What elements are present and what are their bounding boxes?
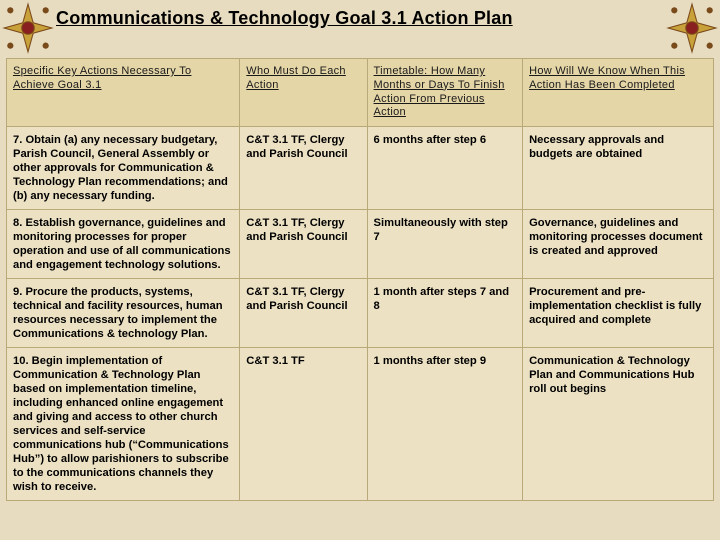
cell-who: C&T 3.1 TF, Clergy and Parish Council <box>240 210 367 279</box>
table-header-row: Specific Key Actions Necessary To Achiev… <box>7 59 714 127</box>
action-plan-table: Specific Key Actions Necessary To Achiev… <box>6 58 714 534</box>
cell-action: 9. Procure the products, systems, techni… <box>7 279 240 348</box>
cell-timetable: 1 month after steps 7 and 8 <box>367 279 523 348</box>
cell-completed: Necessary approvals and budgets are obta… <box>523 127 714 210</box>
corner-ornament-icon <box>2 2 54 54</box>
col-header-timetable: Timetable: How Many Months or Days To Fi… <box>367 59 523 127</box>
cell-completed: Procurement and pre-implementation check… <box>523 279 714 348</box>
page-title: Communications & Technology Goal 3.1 Act… <box>56 8 664 29</box>
table-row: 9. Procure the products, systems, techni… <box>7 279 714 348</box>
cell-who: C&T 3.1 TF <box>240 348 367 501</box>
col-header-action: Specific Key Actions Necessary To Achiev… <box>7 59 240 127</box>
table-row: 7. Obtain (a) any necessary budgetary, P… <box>7 127 714 210</box>
cell-action: 7. Obtain (a) any necessary budgetary, P… <box>7 127 240 210</box>
table-row: 10. Begin implementation of Communicatio… <box>7 348 714 501</box>
table-row: 8. Establish governance, guidelines and … <box>7 210 714 279</box>
cell-timetable: 6 months after step 6 <box>367 127 523 210</box>
cell-action: 10. Begin implementation of Communicatio… <box>7 348 240 501</box>
cell-completed: Governance, guidelines and monitoring pr… <box>523 210 714 279</box>
cell-timetable: Simultaneously with step 7 <box>367 210 523 279</box>
cell-who: C&T 3.1 TF, Clergy and Parish Council <box>240 127 367 210</box>
cell-completed: Communication & Technology Plan and Comm… <box>523 348 714 501</box>
col-header-completed: How Will We Know When This Action Has Be… <box>523 59 714 127</box>
cell-timetable: 1 months after step 9 <box>367 348 523 501</box>
col-header-who: Who Must Do Each Action <box>240 59 367 127</box>
cell-who: C&T 3.1 TF, Clergy and Parish Council <box>240 279 367 348</box>
cell-action: 8. Establish governance, guidelines and … <box>7 210 240 279</box>
corner-ornament-icon <box>666 2 718 54</box>
